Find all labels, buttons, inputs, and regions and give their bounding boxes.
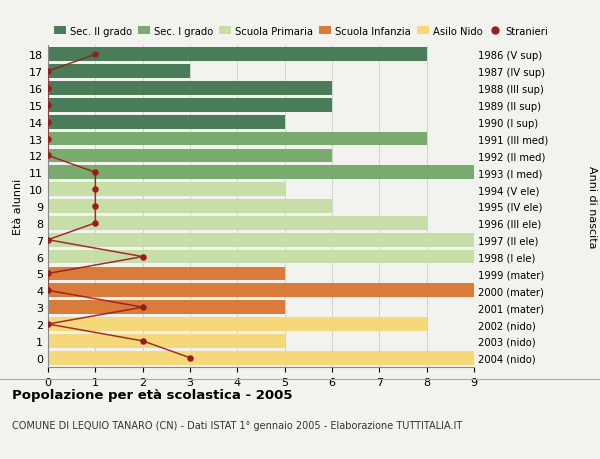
Point: [43, 321, 53, 328]
Point: [43, 119, 53, 126]
Point: [43, 85, 53, 92]
Bar: [48, 301, 284, 314]
Point: [138, 337, 148, 345]
Point: [185, 354, 195, 362]
Point: [138, 253, 148, 261]
Bar: [48, 82, 332, 95]
Bar: [48, 99, 332, 112]
Point: [43, 68, 53, 76]
Point: [91, 220, 100, 227]
Point: [43, 135, 53, 143]
Bar: [48, 200, 332, 213]
Bar: [48, 116, 284, 129]
Text: Anni di nascita: Anni di nascita: [587, 165, 597, 248]
Legend: Sec. II grado, Sec. I grado, Scuola Primaria, Scuola Infanzia, Asilo Nido, Stran: Sec. II grado, Sec. I grado, Scuola Prim…: [53, 26, 548, 38]
Bar: [48, 132, 427, 146]
Point: [43, 236, 53, 244]
Point: [138, 304, 148, 311]
Bar: [48, 284, 474, 297]
Bar: [48, 334, 284, 348]
Bar: [48, 217, 427, 230]
Point: [91, 203, 100, 210]
Bar: [48, 48, 427, 62]
Bar: [48, 149, 332, 163]
Point: [43, 270, 53, 278]
Text: COMUNE DI LEQUIO TANARO (CN) - Dati ISTAT 1° gennaio 2005 - Elaborazione TUTTITA: COMUNE DI LEQUIO TANARO (CN) - Dati ISTA…: [12, 420, 462, 430]
Point: [91, 51, 100, 59]
Point: [43, 287, 53, 294]
Bar: [48, 351, 474, 365]
Bar: [48, 183, 284, 196]
Bar: [48, 267, 284, 281]
Y-axis label: Età alunni: Età alunni: [13, 179, 23, 235]
Bar: [48, 166, 474, 180]
Bar: [48, 233, 474, 247]
Point: [43, 152, 53, 160]
Point: [43, 102, 53, 109]
Bar: [48, 65, 190, 79]
Point: [91, 186, 100, 193]
Bar: [48, 318, 427, 331]
Text: Popolazione per età scolastica - 2005: Popolazione per età scolastica - 2005: [12, 388, 293, 401]
Point: [91, 169, 100, 177]
Bar: [48, 250, 474, 264]
